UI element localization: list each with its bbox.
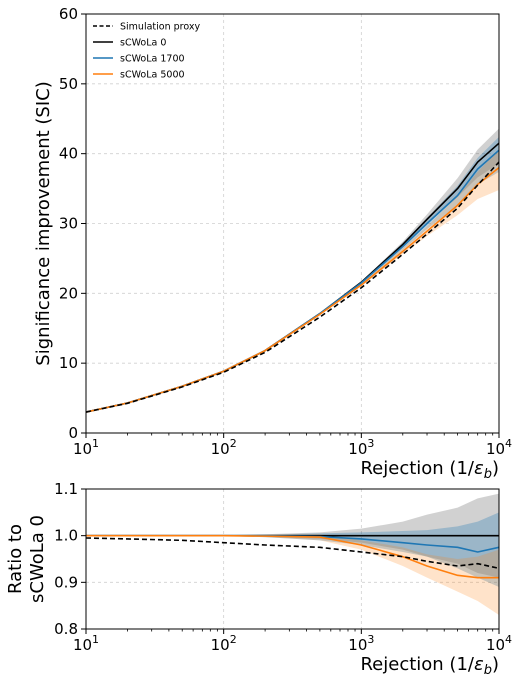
band-series-2 bbox=[86, 136, 499, 413]
y-tick-label: 1.1 bbox=[54, 480, 78, 498]
band-series-3 bbox=[86, 149, 499, 413]
y-tick-label: 0.9 bbox=[54, 573, 78, 591]
x-tick-label: 101 bbox=[73, 437, 99, 458]
x-tick-base: 10 bbox=[73, 636, 92, 654]
legend: Simulation proxy sCWoLa 0 sCWoLa 1700 sCWoL… bbox=[93, 22, 200, 81]
x-tick-exp: 3 bbox=[367, 633, 374, 646]
x-tick-exp: 4 bbox=[505, 633, 512, 646]
axes-frame bbox=[85, 488, 500, 630]
x-tick-label: 101 bbox=[73, 633, 99, 654]
y-tick-label: 30 bbox=[59, 215, 78, 233]
legend-entry-0: Simulation proxy bbox=[120, 22, 200, 33]
series-line-1 bbox=[85, 142, 500, 413]
x-tick-label: 103 bbox=[348, 633, 374, 654]
x-axis-label: Rejection (1/εb) bbox=[360, 654, 499, 678]
y-tick-label: 0 bbox=[68, 424, 78, 442]
x-tick-exp: 2 bbox=[230, 437, 237, 450]
legend-entry-1: sCWoLa 0 bbox=[120, 38, 166, 49]
x-tick-label: 102 bbox=[211, 633, 237, 654]
y-tick-label: 50 bbox=[59, 75, 78, 93]
y-tick-label: 1.0 bbox=[54, 527, 78, 545]
y-axis-label-line: sCWoLa 0 bbox=[27, 515, 48, 603]
x-tick-base: 10 bbox=[73, 440, 92, 458]
x-tick-exp: 1 bbox=[92, 633, 99, 646]
x-tick-base: 10 bbox=[486, 636, 505, 654]
series-line-0 bbox=[85, 161, 500, 413]
series-line-3 bbox=[86, 534, 499, 579]
x-tick-base: 10 bbox=[486, 440, 505, 458]
x-axis-label-sub: b bbox=[484, 663, 492, 678]
x-tick-base: 10 bbox=[348, 440, 367, 458]
x-tick-exp: 1 bbox=[92, 437, 99, 450]
x-axis-label-epsilon: ε bbox=[474, 654, 484, 675]
x-axis-label-sub: b bbox=[484, 467, 492, 482]
x-tick-exp: 4 bbox=[505, 437, 512, 450]
series-line-2 bbox=[85, 149, 500, 413]
y-tick-label: 60 bbox=[59, 5, 78, 23]
legend-entry-3: sCWoLa 5000 bbox=[120, 70, 185, 81]
y-tick-label: 10 bbox=[59, 354, 78, 372]
x-tick-base: 10 bbox=[211, 440, 230, 458]
y-tick-label: 0.8 bbox=[54, 620, 78, 638]
legend-entry-2: sCWoLa 1700 bbox=[120, 54, 185, 65]
x-tick-exp: 3 bbox=[367, 437, 374, 450]
x-axis-label: Rejection (1/εb) bbox=[360, 458, 499, 482]
x-tick-base: 10 bbox=[211, 636, 230, 654]
x-axis-label-text: Rejection (1/ bbox=[360, 654, 474, 675]
x-tick-label: 104 bbox=[486, 437, 512, 458]
band-series-1 bbox=[86, 128, 499, 413]
band-series-2 bbox=[86, 512, 499, 587]
y-axis-label-line: Ratio to bbox=[5, 524, 26, 594]
x-axis-label-close: ) bbox=[492, 654, 499, 675]
x-tick-label: 104 bbox=[486, 633, 512, 654]
x-axis-label-close: ) bbox=[492, 458, 499, 479]
y-axis-label: Significance improvement (SIC) bbox=[33, 81, 54, 365]
series-line-0 bbox=[85, 537, 500, 570]
x-tick-base: 10 bbox=[348, 636, 367, 654]
x-tick-label: 102 bbox=[211, 437, 237, 458]
x-axis-label-epsilon: ε bbox=[474, 458, 484, 479]
y-tick-label: 20 bbox=[59, 284, 78, 302]
y-tick-label: 40 bbox=[59, 145, 78, 163]
x-tick-exp: 2 bbox=[230, 633, 237, 646]
x-axis-label-text: Rejection (1/ bbox=[360, 458, 474, 479]
x-tick-label: 103 bbox=[348, 437, 374, 458]
